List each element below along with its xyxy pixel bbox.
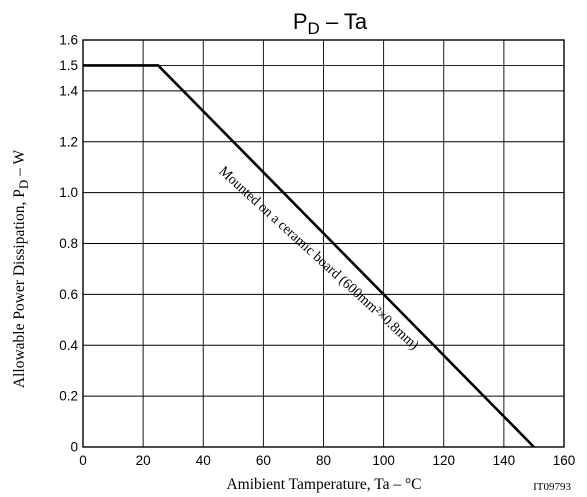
x-axis-label: Amibient Tamperature, Ta – °C (226, 476, 421, 493)
y-axis-label-rest: – W (11, 150, 28, 180)
y-tick-label: 1.5 (59, 58, 78, 73)
x-tick-labels: 0 20 40 60 80 100 120 140 160 (79, 453, 575, 468)
plot-border (82, 39, 565, 448)
y-tick-label: 0.4 (59, 338, 78, 353)
chart-title-rest: – Ta (320, 9, 368, 34)
x-tick-label: 120 (432, 453, 455, 468)
y-tick-label: 0 (70, 440, 78, 455)
y-tick-label: 1.4 (59, 83, 78, 98)
x-tick-label: 60 (256, 453, 271, 468)
y-axis-label: Allowable Power Dissipation, PD – W (11, 150, 31, 389)
x-tick-label: 40 (196, 453, 211, 468)
y-tick-label: 1.2 (59, 134, 78, 149)
chart-title: PD – Ta (293, 9, 368, 38)
y-tick-label: 0.8 (59, 236, 78, 251)
y-tick-labels: 0 0.2 0.4 0.6 0.8 1.0 1.2 1.4 1.5 1.6 (59, 33, 78, 455)
grid (82, 39, 565, 448)
doc-id: IT09793 (533, 481, 571, 493)
annotation-group: Mounted on a ceramic board (600mm²×0.8mm… (216, 163, 422, 353)
y-tick-label: 0.2 (59, 389, 78, 404)
y-tick-label: 1.6 (59, 33, 78, 48)
x-tick-label: 0 (79, 453, 87, 468)
chart-title-subscript: D (308, 19, 320, 38)
x-tick-label: 100 (372, 453, 395, 468)
x-tick-label: 20 (136, 453, 151, 468)
chart-title-main: P (293, 9, 308, 34)
y-axis-label-main: Allowable Power Dissipation, P (11, 189, 28, 388)
x-tick-label: 160 (553, 453, 576, 468)
y-tick-label: 0.6 (59, 287, 78, 302)
y-axis-label-subscript: D (16, 180, 31, 189)
x-tick-label: 140 (493, 453, 516, 468)
series-line (83, 64, 535, 448)
plot-frame (82, 39, 565, 448)
y-tick-label: 1.0 (59, 185, 78, 200)
series-group (83, 64, 535, 448)
x-tick-label: 80 (316, 453, 331, 468)
annotation-text: Mounted on a ceramic board (600mm²×0.8mm… (216, 163, 422, 353)
